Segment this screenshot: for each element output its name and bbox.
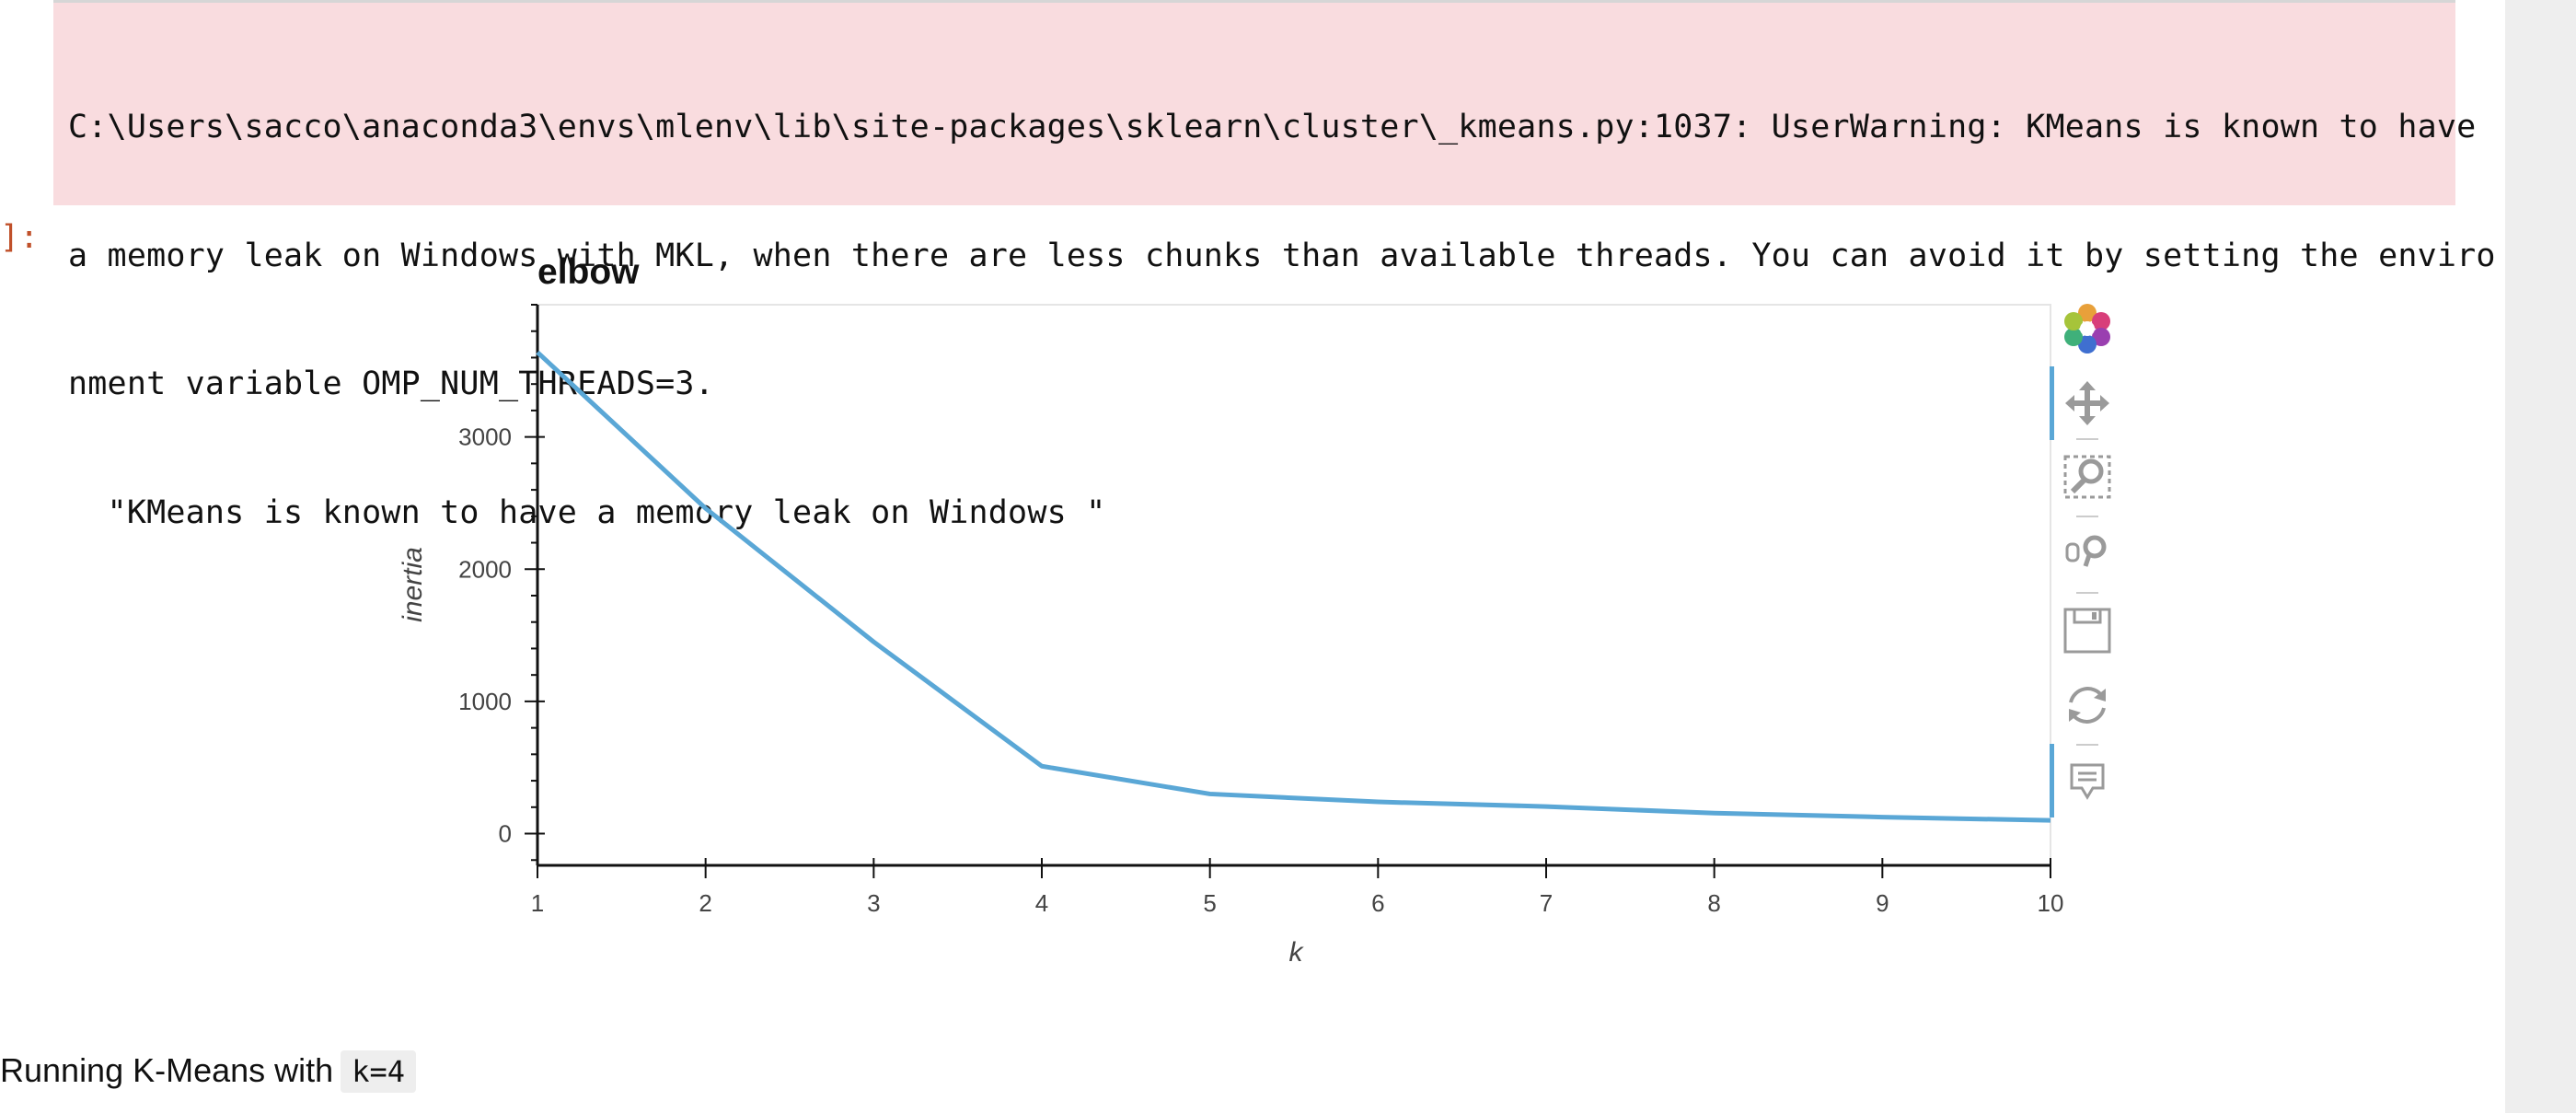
x-tick-label: 5 bbox=[1203, 889, 1216, 917]
wheel-zoom-icon[interactable] bbox=[2065, 535, 2107, 567]
inline-code: k=4 bbox=[341, 1050, 416, 1093]
toolbar-separator bbox=[2076, 438, 2098, 440]
elbow-chart[interactable]: elbow 0 1000 2000 3000 1 2 3 4 5 6 7 8 9 10 k inerti… bbox=[0, 0, 2505, 1013]
y-tick-label: 0 bbox=[499, 820, 512, 848]
output-prompt: ]: bbox=[0, 219, 40, 256]
save-icon[interactable] bbox=[2063, 608, 2111, 654]
markdown-paragraph: Running K-Means with k=4 bbox=[0, 1050, 416, 1093]
pan-icon[interactable] bbox=[2065, 381, 2109, 425]
pan-active-indicator bbox=[2050, 366, 2054, 440]
markdown-text: Running K-Means with bbox=[0, 1051, 334, 1089]
bokeh-logo-icon[interactable] bbox=[2064, 304, 2110, 354]
y-tick-label: 1000 bbox=[458, 688, 512, 715]
warning-line: a memory leak on Windows with MKL, when … bbox=[68, 237, 2496, 274]
x-tick-label: 9 bbox=[1876, 889, 1889, 917]
x-tick-label: 10 bbox=[2038, 889, 2064, 917]
x-tick-label: 2 bbox=[699, 889, 711, 917]
x-tick-label: 6 bbox=[1371, 889, 1384, 917]
x-tick-label: 7 bbox=[1540, 889, 1553, 917]
y-tick-label: 2000 bbox=[458, 555, 512, 583]
reset-icon[interactable] bbox=[2069, 687, 2106, 724]
y-axis-label: inertia bbox=[398, 547, 428, 622]
x-tick-label: 3 bbox=[867, 889, 880, 917]
warning-line: C:\Users\sacco\anaconda3\envs\mlenv\lib\… bbox=[68, 109, 2477, 145]
series-line bbox=[536, 350, 2051, 823]
plot-frame-border bbox=[537, 304, 2051, 866]
plot-toolbar bbox=[2050, 304, 2111, 817]
cell-divider bbox=[53, 0, 2455, 3]
y-tick-label: 3000 bbox=[458, 423, 512, 451]
hover-active-indicator bbox=[2050, 744, 2054, 817]
chart-title: elbow bbox=[537, 252, 640, 292]
x-tick-label: 4 bbox=[1035, 889, 1048, 917]
toolbar-separator bbox=[2076, 592, 2098, 594]
stderr-warning-output: C:\Users\sacco\anaconda3\envs\mlenv\lib\… bbox=[53, 3, 2496, 531]
toolbar-separator bbox=[2076, 744, 2098, 746]
box-zoom-icon[interactable] bbox=[2063, 455, 2111, 499]
x-tick-label: 8 bbox=[1707, 889, 1720, 917]
warning-line: "KMeans is known to have a memory leak o… bbox=[68, 493, 1106, 531]
scrollbar-track[interactable] bbox=[2505, 0, 2576, 1113]
x-axis-label: k bbox=[1289, 937, 1305, 968]
hover-icon[interactable] bbox=[2070, 763, 2105, 800]
toolbar-separator bbox=[2076, 516, 2098, 517]
x-tick-label: 1 bbox=[531, 889, 544, 917]
